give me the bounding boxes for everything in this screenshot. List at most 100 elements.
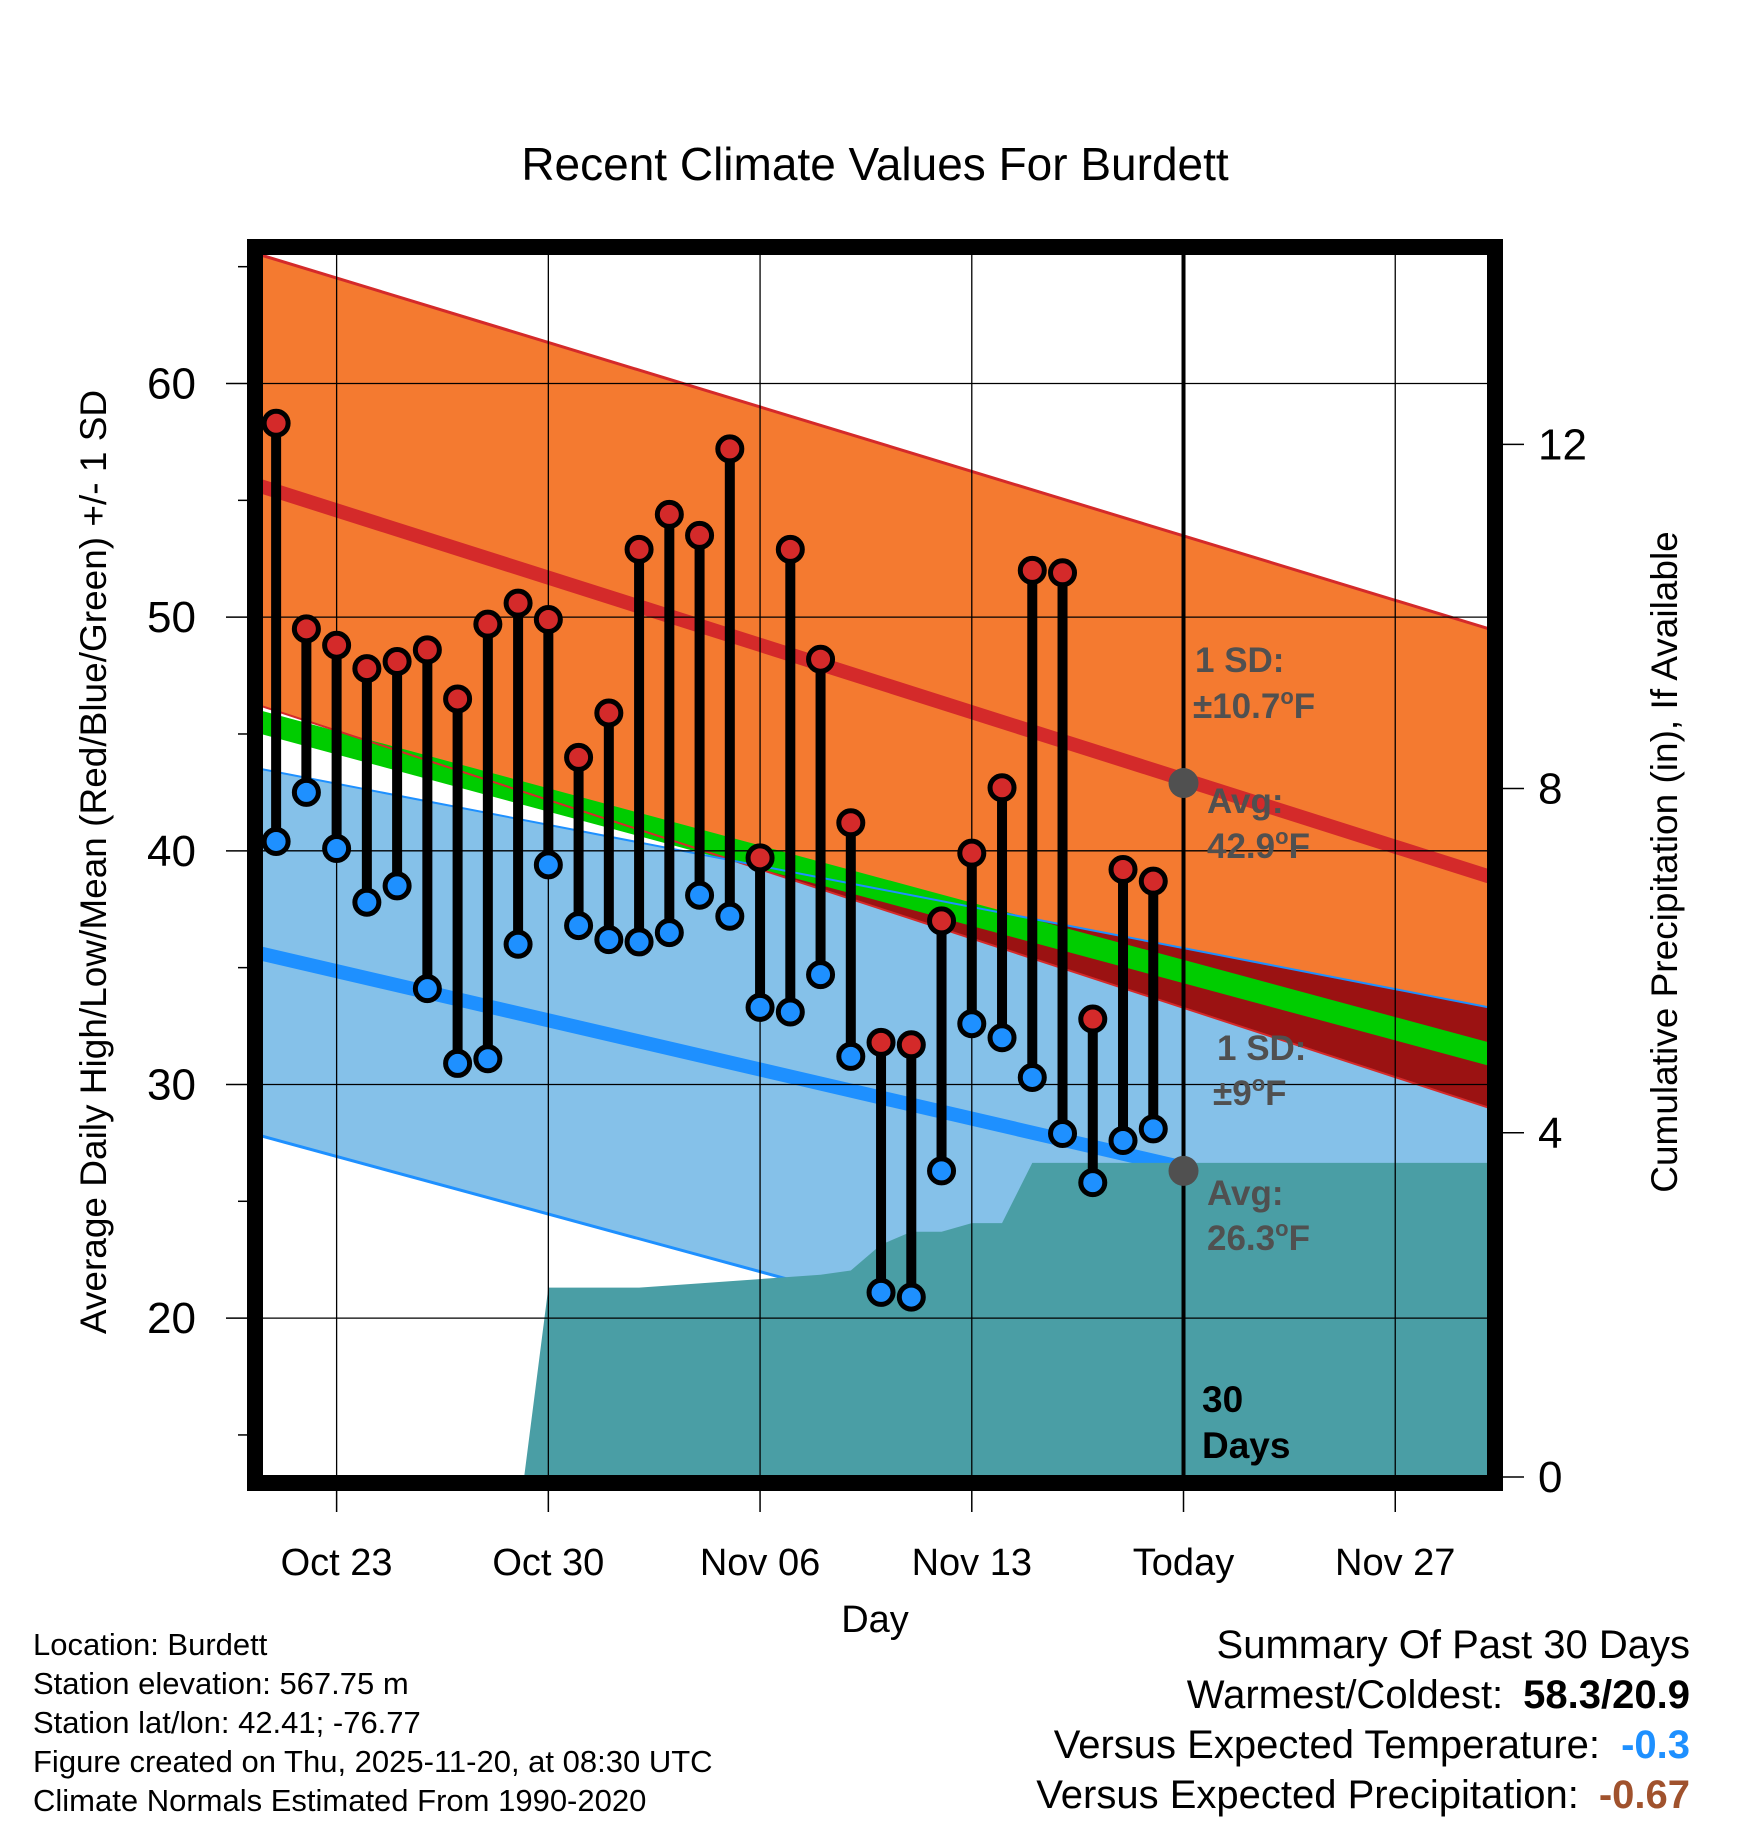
y-tick-label: 40 [147, 827, 196, 876]
daily-low-point [1017, 1062, 1047, 1092]
daily-high-point [987, 773, 1017, 803]
daily-low-point [1138, 1114, 1168, 1144]
daily-high-point [322, 630, 352, 660]
daily-high-point [291, 614, 321, 644]
daily-low-point [1108, 1126, 1138, 1156]
summary-warm-cold-row: Warmest/Coldest: 58.3/20.9 [1036, 1670, 1690, 1720]
high-average-line [261, 479, 1489, 884]
daily-low-point [654, 918, 684, 948]
daily-high-point [896, 1030, 926, 1060]
daily-high-point [261, 408, 291, 438]
daily-low-point [775, 997, 805, 1027]
precip-departure-label: Versus Expected Precipitation: [1036, 1773, 1579, 1817]
daily-high-point [745, 843, 775, 873]
y-tick-label: 30 [147, 1060, 196, 1109]
daily-high-point [775, 534, 805, 564]
x-tick-label: Oct 30 [492, 1542, 604, 1584]
daily-high-point [715, 434, 745, 464]
daily-low-point [715, 901, 745, 931]
daily-high-point [685, 520, 715, 550]
daily-high-point [412, 635, 442, 665]
low-sd-value-label: ±9oF [1213, 1071, 1287, 1113]
summary-panel: Summary Of Past 30 Days Warmest/Coldest:… [1036, 1620, 1690, 1820]
daily-high-point [654, 499, 684, 529]
daily-low-point [382, 871, 412, 901]
window-days-label: Days [1202, 1425, 1290, 1466]
daily-low-point [594, 925, 624, 955]
high-avg-value-label-value: 42.9 [1207, 827, 1275, 866]
y2-tick-label: 0 [1538, 1453, 1562, 1502]
daily-high-point [533, 604, 563, 634]
daily-low-point [896, 1282, 926, 1312]
daily-low-point [806, 960, 836, 990]
high-avg-label: Avg: [1207, 782, 1283, 821]
daily-low-point [412, 974, 442, 1004]
x-axis-label: Day [841, 1599, 909, 1641]
high-avg-value-label-unit: F [1289, 827, 1310, 866]
daily-low-point [473, 1044, 503, 1074]
daily-low-point [987, 1023, 1017, 1053]
daily-low-point [291, 777, 321, 807]
high-sd-value-label-unit: F [1294, 687, 1315, 726]
daily-low-point [836, 1041, 866, 1071]
summary-precip-row: Versus Expected Precipitation: -0.67 [1036, 1770, 1690, 1820]
high-sd-value-label-value: ±10.7 [1193, 687, 1280, 726]
y-tick-label: 20 [147, 1294, 196, 1343]
station-location: Location: Burdett [33, 1627, 268, 1662]
daily-high-point [564, 742, 594, 772]
station-latlon: Station lat/lon: 42.41; -76.77 [33, 1705, 421, 1740]
daily-low-point [503, 929, 533, 959]
y2-tick-label: 4 [1538, 1109, 1562, 1158]
daily-high-point [1078, 1004, 1108, 1034]
y-axis-label: Average Daily High/Low/Mean (Red/Blue/Gr… [73, 390, 114, 1334]
precip-departure-value: -0.67 [1598, 1773, 1690, 1817]
daily-high-point [1048, 558, 1078, 588]
summary-temp-row: Versus Expected Temperature: -0.3 [1036, 1720, 1690, 1770]
daily-high-point [927, 906, 957, 936]
high-sd-label: 1 SD: [1195, 641, 1284, 680]
daily-high-point [957, 838, 987, 868]
daily-low-point [261, 826, 291, 856]
daily-low-point [1048, 1119, 1078, 1149]
high-sd-value-label: ±10.7oF [1193, 684, 1315, 726]
daily-low-point [352, 887, 382, 917]
high-sd-value-label-degree: o [1280, 684, 1293, 709]
low-sd-value-label-value: ±9 [1213, 1074, 1252, 1113]
daily-high-point [1017, 555, 1047, 585]
daily-low-point [564, 911, 594, 941]
y2-axis-label: Cumulative Precipitation (in), If Availa… [1644, 531, 1685, 1193]
daily-low-point [322, 833, 352, 863]
daily-low-point [685, 880, 715, 910]
daily-high-point [382, 647, 412, 677]
high-upper-sd-line [261, 255, 1489, 631]
warm-cold-label: Warmest/Coldest: [1186, 1673, 1504, 1717]
window-days-number: 30 [1202, 1379, 1243, 1420]
low-sd-label: 1 SD: [1217, 1029, 1306, 1068]
y2-tick-label: 8 [1538, 765, 1562, 814]
daily-low-point [1078, 1168, 1108, 1198]
daily-low-point [624, 927, 654, 957]
y-tick-label: 60 [147, 360, 196, 409]
daily-high-point [352, 654, 382, 684]
high-lower-sd-line [261, 704, 1489, 1109]
low-sd-value-label-unit: F [1265, 1074, 1286, 1113]
climate-normals-period: Climate Normals Estimated From 1990-2020 [33, 1783, 647, 1818]
daily-high-point [503, 588, 533, 618]
station-info: Location: Burdett Station elevation: 567… [33, 1625, 713, 1820]
daily-high-point [624, 534, 654, 564]
high-avg-value-label: 42.9oF [1207, 824, 1310, 866]
daily-high-point [473, 609, 503, 639]
daily-high-point [836, 808, 866, 838]
daily-low-point [443, 1048, 473, 1078]
x-tick-label: Oct 23 [281, 1542, 393, 1584]
chart-title: Recent Climate Values For Burdett [521, 138, 1229, 190]
figure-created: Figure created on Thu, 2025-11-20, at 08… [33, 1744, 713, 1779]
low-avg-value-label-degree: o [1275, 1216, 1288, 1241]
low-sd-value-label-degree: o [1252, 1071, 1265, 1096]
daily-high-point [806, 644, 836, 674]
x-tick-label: Today [1133, 1542, 1234, 1584]
low-avg-value-label-unit: F [1289, 1219, 1310, 1258]
daily-high-point [1108, 855, 1138, 885]
daily-low-point [745, 992, 775, 1022]
